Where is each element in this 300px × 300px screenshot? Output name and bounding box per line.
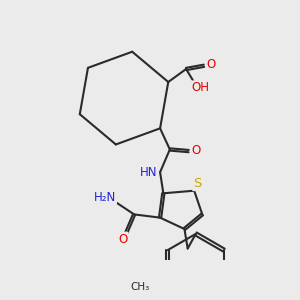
Text: H₂N: H₂N [94,191,116,204]
Text: CH₃: CH₃ [130,283,150,292]
Text: O: O [118,232,128,246]
Text: HN: HN [140,166,158,179]
Text: S: S [193,177,202,190]
Text: OH: OH [192,81,210,94]
Text: O: O [206,58,216,70]
Text: O: O [191,144,200,157]
